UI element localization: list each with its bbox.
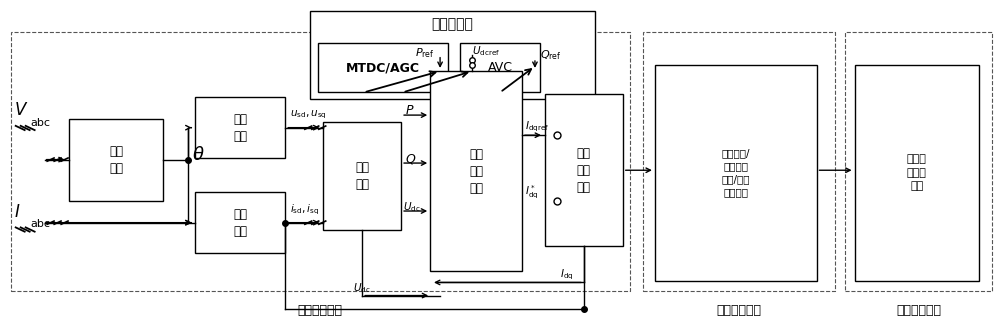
Text: 功率器
件触发
控制: 功率器 件触发 控制: [907, 155, 927, 191]
Text: $U_{\rm dc}$: $U_{\rm dc}$: [403, 200, 421, 214]
FancyBboxPatch shape: [195, 192, 285, 253]
Text: $I_{\rm dq}$: $I_{\rm dq}$: [560, 268, 574, 282]
Text: AVC: AVC: [488, 61, 512, 74]
Text: $u_{\rm sd},u_{\rm sq}$: $u_{\rm sd},u_{\rm sq}$: [290, 108, 327, 121]
FancyBboxPatch shape: [318, 43, 448, 92]
Text: $Q_{\rm ref}$: $Q_{\rm ref}$: [540, 48, 562, 62]
Text: 坐标
变换: 坐标 变换: [233, 208, 247, 238]
Text: 换流器级控制: 换流器级控制: [298, 304, 343, 317]
FancyBboxPatch shape: [845, 32, 992, 291]
Text: 坐标
变换: 坐标 变换: [233, 113, 247, 143]
Text: 功率
计算: 功率 计算: [355, 161, 369, 191]
Text: $I$: $I$: [14, 203, 20, 221]
Text: $V$: $V$: [14, 101, 28, 119]
FancyBboxPatch shape: [11, 32, 630, 291]
FancyBboxPatch shape: [643, 32, 835, 291]
Text: $\theta$: $\theta$: [192, 146, 205, 164]
Text: 子模块级控制: 子模块级控制: [896, 304, 941, 317]
FancyBboxPatch shape: [460, 43, 540, 92]
Text: 换流阀级控制: 换流阀级控制: [716, 304, 761, 317]
Text: $P_{\rm ref}$: $P_{\rm ref}$: [415, 46, 435, 60]
Text: MTDC/AGC: MTDC/AGC: [346, 61, 420, 74]
Text: 系统级控制: 系统级控制: [432, 17, 474, 31]
Text: $P$: $P$: [405, 104, 415, 117]
FancyBboxPatch shape: [323, 122, 401, 230]
FancyBboxPatch shape: [195, 97, 285, 158]
Text: $I_{\rm dqref}$: $I_{\rm dqref}$: [525, 120, 549, 134]
Text: 锁相
同步: 锁相 同步: [109, 144, 123, 175]
Text: $i_{\rm sd},i_{\rm sq}$: $i_{\rm sd},i_{\rm sq}$: [290, 202, 320, 217]
FancyBboxPatch shape: [855, 64, 979, 281]
FancyBboxPatch shape: [430, 71, 522, 271]
Text: 内环
电流
控制: 内环 电流 控制: [577, 147, 591, 194]
Text: abc: abc: [31, 117, 51, 128]
Text: $I^*_{\rm dq}$: $I^*_{\rm dq}$: [525, 184, 539, 201]
Text: 外环
功率
控制: 外环 功率 控制: [469, 147, 483, 194]
Text: abc: abc: [31, 219, 51, 229]
FancyBboxPatch shape: [545, 94, 623, 246]
FancyBboxPatch shape: [69, 119, 163, 201]
FancyBboxPatch shape: [655, 64, 817, 281]
FancyBboxPatch shape: [310, 11, 595, 99]
Text: 信号调制/
电压均衡
控制/电流
均衡控制: 信号调制/ 电压均衡 控制/电流 均衡控制: [721, 148, 750, 197]
Text: $U_{\rm dcref}$: $U_{\rm dcref}$: [472, 44, 500, 58]
Text: $U_{\rm dc}$: $U_{\rm dc}$: [353, 281, 371, 295]
Text: $Q$: $Q$: [405, 152, 416, 166]
